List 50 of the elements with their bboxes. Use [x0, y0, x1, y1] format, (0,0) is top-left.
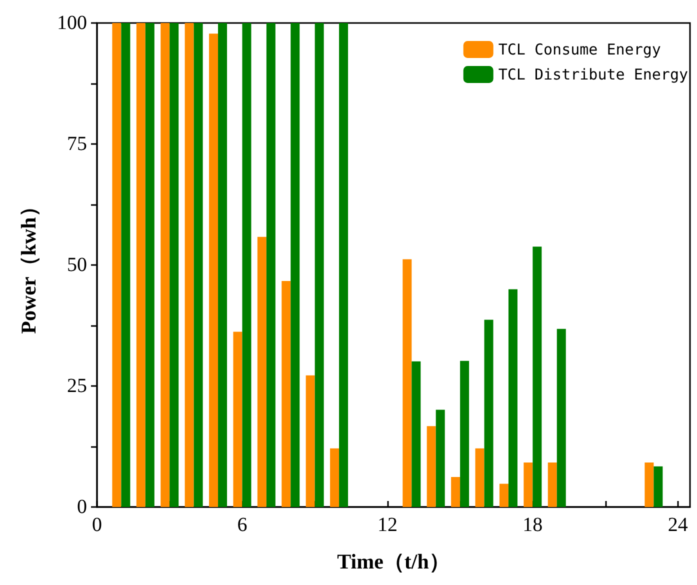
bar — [209, 34, 218, 507]
legend-label: TCL Distribute Energy — [498, 66, 688, 84]
bar — [121, 23, 130, 507]
bar — [290, 23, 300, 507]
bar — [136, 23, 146, 507]
bar — [218, 23, 228, 507]
bar — [233, 332, 242, 507]
bar — [508, 289, 518, 507]
bar — [451, 476, 460, 507]
bar — [460, 360, 470, 507]
bar — [314, 23, 324, 507]
x-tick-label: 24 — [668, 514, 688, 536]
bar — [499, 484, 508, 507]
bar — [426, 426, 436, 507]
bar — [524, 462, 533, 507]
bar — [556, 328, 566, 507]
bar — [160, 23, 170, 507]
bar — [644, 462, 654, 507]
y-axis-title: Power（kwh） — [16, 196, 40, 334]
bar — [145, 23, 154, 507]
bar — [484, 320, 494, 507]
x-tick-label: 18 — [522, 514, 543, 536]
bar — [282, 280, 291, 507]
x-tick-label: 0 — [92, 514, 102, 536]
bar — [330, 448, 340, 507]
bar — [548, 462, 557, 507]
bar — [112, 23, 122, 507]
y-tick-label: 75 — [67, 133, 87, 155]
bar — [306, 375, 315, 507]
bar — [257, 236, 266, 507]
bar — [194, 23, 203, 507]
bar — [532, 246, 542, 507]
y-tick-label: 50 — [67, 254, 87, 276]
bar — [412, 361, 421, 507]
bar — [266, 23, 276, 507]
bar — [402, 259, 412, 507]
bar — [475, 448, 484, 507]
y-tick-label: 0 — [77, 496, 87, 518]
y-tick-label: 25 — [67, 375, 87, 397]
bar — [339, 23, 348, 507]
y-tick-label: 100 — [57, 12, 87, 34]
legend-label: TCL Consume Energy — [498, 40, 661, 58]
bar — [170, 23, 179, 507]
x-tick-label: 6 — [237, 514, 248, 536]
bar — [436, 410, 445, 507]
x-axis-title: Time（t/h） — [337, 550, 450, 574]
bar — [242, 23, 252, 507]
bar — [184, 23, 194, 507]
x-tick-label: 12 — [377, 514, 398, 536]
bar — [654, 466, 663, 507]
